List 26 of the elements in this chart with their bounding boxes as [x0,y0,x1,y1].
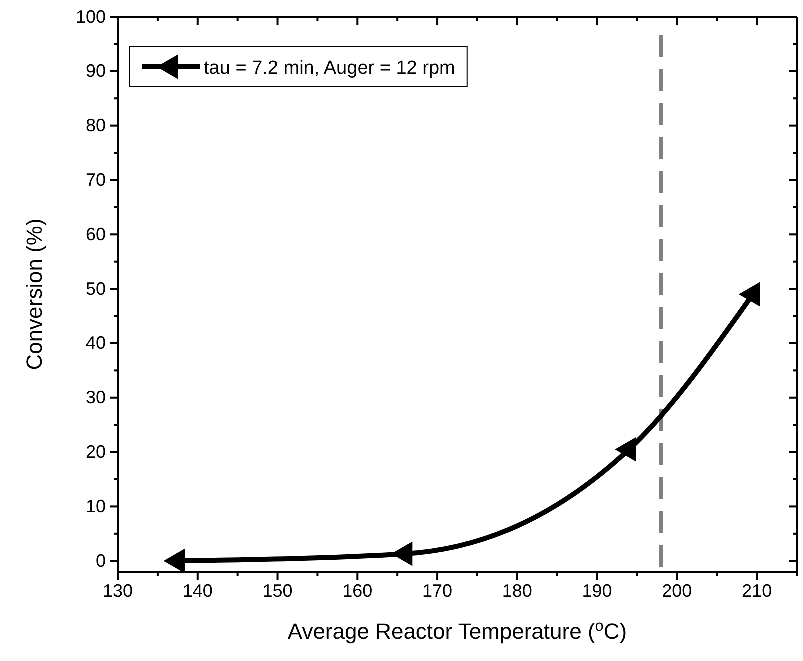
y-tick-label: 20 [86,442,106,462]
legend-label: tau = 7.2 min, Auger = 12 rpm [204,58,456,79]
y-tick-label: 50 [86,278,106,299]
y-tick-label: 70 [86,170,106,190]
point [738,282,760,307]
x-tick-label: 180 [502,580,532,601]
x-tick-label: 130 [102,580,134,601]
x-tick-label: 200 [662,580,692,601]
y-tick-label: 30 [86,388,106,408]
y-tick-label: 10 [86,496,106,516]
point [164,548,185,574]
y-tick-label: 80 [86,116,106,136]
y-tick-label: 90 [86,61,106,82]
x-axis-title: Average Reactor Temperature ($^{o}$C) [288,618,628,644]
x-tick-label: 140 [182,580,213,601]
x-tick-label: 160 [342,580,373,601]
x-tick-label: 190 [582,580,612,601]
y-tick-label: 40 [86,333,106,354]
x-tick-label: 150 [262,580,293,601]
y-axis-title: Conversion (%) [22,218,47,370]
x-tick-label: 210 [742,580,772,601]
point [615,437,636,462]
y-tick-label: 100 [76,6,106,27]
y-tick-label: 60 [86,224,106,244]
x-tick-label: 170 [422,580,453,601]
y-tick-label: 0 [96,550,106,571]
